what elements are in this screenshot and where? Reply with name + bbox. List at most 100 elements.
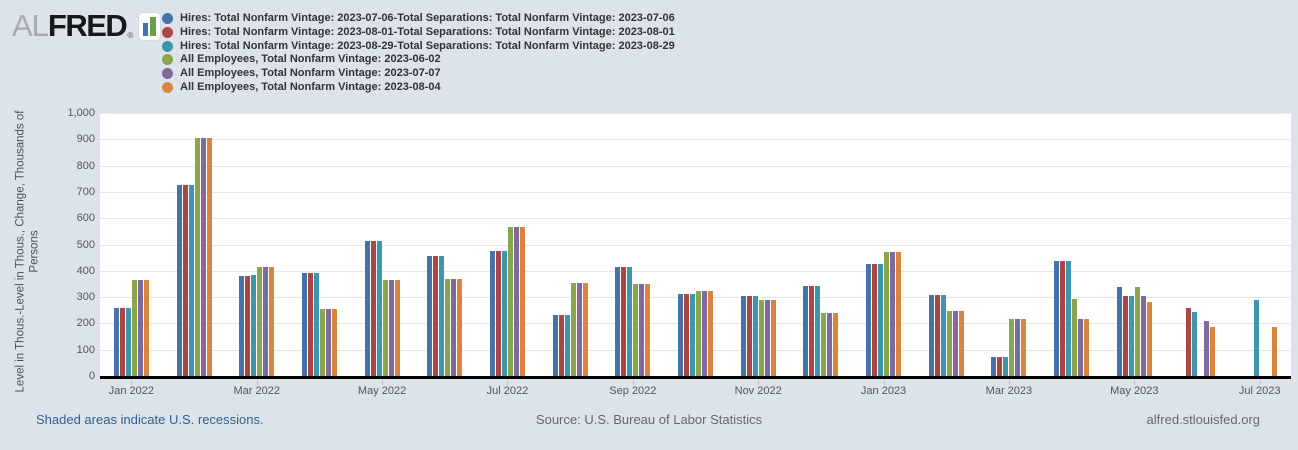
bar[interactable] bbox=[1054, 261, 1060, 376]
bar[interactable] bbox=[1140, 296, 1146, 376]
bar[interactable] bbox=[325, 309, 331, 376]
bar[interactable] bbox=[257, 267, 263, 376]
bar[interactable] bbox=[125, 308, 131, 376]
bar[interactable] bbox=[1116, 287, 1122, 376]
bar[interactable] bbox=[364, 241, 370, 376]
bar[interactable] bbox=[576, 283, 582, 376]
bar[interactable] bbox=[827, 313, 833, 376]
bar[interactable] bbox=[708, 291, 714, 376]
bar[interactable] bbox=[809, 286, 815, 376]
bar[interactable] bbox=[1084, 319, 1090, 376]
bar[interactable] bbox=[582, 283, 588, 376]
bar[interactable] bbox=[878, 264, 884, 376]
bar[interactable] bbox=[952, 311, 958, 376]
alfred-logo[interactable]: AL FRED ® bbox=[12, 8, 161, 44]
bar[interactable] bbox=[388, 280, 394, 376]
bar[interactable] bbox=[1128, 296, 1134, 376]
bar[interactable] bbox=[615, 267, 621, 376]
bar[interactable] bbox=[427, 256, 433, 376]
bar[interactable] bbox=[1191, 312, 1197, 376]
bar[interactable] bbox=[934, 295, 940, 376]
bar[interactable] bbox=[866, 264, 872, 376]
bar[interactable] bbox=[702, 291, 708, 376]
bar[interactable] bbox=[946, 311, 952, 376]
bar[interactable] bbox=[991, 357, 997, 376]
bar[interactable] bbox=[678, 294, 684, 376]
bar[interactable] bbox=[451, 279, 457, 376]
bar[interactable] bbox=[176, 185, 182, 376]
bar[interactable] bbox=[564, 315, 570, 376]
bar[interactable] bbox=[313, 273, 319, 376]
bar[interactable] bbox=[633, 284, 639, 376]
bar[interactable] bbox=[872, 264, 878, 376]
bar[interactable] bbox=[507, 227, 513, 376]
bar[interactable] bbox=[319, 309, 325, 376]
bar[interactable] bbox=[1066, 261, 1072, 376]
bar[interactable] bbox=[1134, 287, 1140, 376]
legend-item[interactable]: All Employees, Total Nonfarm Vintage: 20… bbox=[162, 53, 675, 67]
bar[interactable] bbox=[1272, 327, 1278, 376]
bar[interactable] bbox=[803, 286, 809, 376]
bar[interactable] bbox=[928, 295, 934, 376]
bar[interactable] bbox=[645, 284, 651, 376]
bar[interactable] bbox=[307, 273, 313, 376]
bar[interactable] bbox=[958, 311, 964, 376]
bar[interactable] bbox=[200, 138, 206, 376]
bar[interactable] bbox=[1060, 261, 1066, 376]
bar[interactable] bbox=[519, 227, 525, 376]
bar[interactable] bbox=[696, 291, 702, 376]
bar[interactable] bbox=[433, 256, 439, 376]
bar[interactable] bbox=[143, 280, 149, 376]
bar[interactable] bbox=[1015, 319, 1021, 376]
bar[interactable] bbox=[684, 294, 690, 376]
bar[interactable] bbox=[239, 276, 245, 376]
bar[interactable] bbox=[752, 296, 758, 376]
bar[interactable] bbox=[1185, 308, 1191, 376]
legend-item[interactable]: Hires: Total Nonfarm Vintage: 2023-08-29… bbox=[162, 39, 675, 53]
bar[interactable] bbox=[1254, 300, 1260, 376]
bar[interactable] bbox=[1209, 327, 1215, 376]
legend-item[interactable]: Hires: Total Nonfarm Vintage: 2023-08-01… bbox=[162, 26, 675, 40]
bar[interactable] bbox=[263, 267, 269, 376]
bar[interactable] bbox=[1072, 299, 1078, 376]
bar[interactable] bbox=[621, 267, 627, 376]
bar[interactable] bbox=[758, 300, 764, 376]
bar[interactable] bbox=[1021, 319, 1027, 376]
bar[interactable] bbox=[131, 280, 137, 376]
bar[interactable] bbox=[113, 308, 119, 376]
bar[interactable] bbox=[188, 185, 194, 376]
bar[interactable] bbox=[639, 284, 645, 376]
bar[interactable] bbox=[627, 267, 633, 376]
bar[interactable] bbox=[890, 252, 896, 376]
bar[interactable] bbox=[1078, 319, 1084, 376]
bar[interactable] bbox=[740, 296, 746, 376]
bar[interactable] bbox=[1009, 319, 1015, 376]
bar[interactable] bbox=[884, 252, 890, 376]
bar[interactable] bbox=[445, 279, 451, 376]
bar[interactable] bbox=[182, 185, 188, 376]
bar[interactable] bbox=[570, 283, 576, 376]
bar[interactable] bbox=[558, 315, 564, 376]
recessions-link[interactable]: Shaded areas indicate U.S. recessions. bbox=[36, 412, 264, 427]
bar[interactable] bbox=[119, 308, 125, 376]
bar[interactable] bbox=[251, 275, 257, 376]
bar[interactable] bbox=[376, 241, 382, 376]
legend-item[interactable]: Hires: Total Nonfarm Vintage: 2023-07-06… bbox=[162, 12, 675, 26]
site-link[interactable]: alfred.stlouisfed.org bbox=[1146, 412, 1260, 427]
bar[interactable] bbox=[137, 280, 143, 376]
bar[interactable] bbox=[997, 357, 1003, 376]
bar[interactable] bbox=[331, 309, 337, 376]
bar[interactable] bbox=[269, 267, 275, 376]
bar[interactable] bbox=[770, 300, 776, 376]
legend-item[interactable]: All Employees, Total Nonfarm Vintage: 20… bbox=[162, 67, 675, 81]
bar[interactable] bbox=[501, 251, 507, 376]
bar[interactable] bbox=[896, 252, 902, 376]
bar[interactable] bbox=[370, 241, 376, 376]
bar[interactable] bbox=[495, 251, 501, 376]
bar[interactable] bbox=[833, 313, 839, 376]
bar[interactable] bbox=[513, 227, 519, 376]
bar[interactable] bbox=[552, 315, 558, 376]
legend-item[interactable]: All Employees, Total Nonfarm Vintage: 20… bbox=[162, 80, 675, 94]
bar[interactable] bbox=[764, 300, 770, 376]
bar[interactable] bbox=[1146, 302, 1152, 376]
